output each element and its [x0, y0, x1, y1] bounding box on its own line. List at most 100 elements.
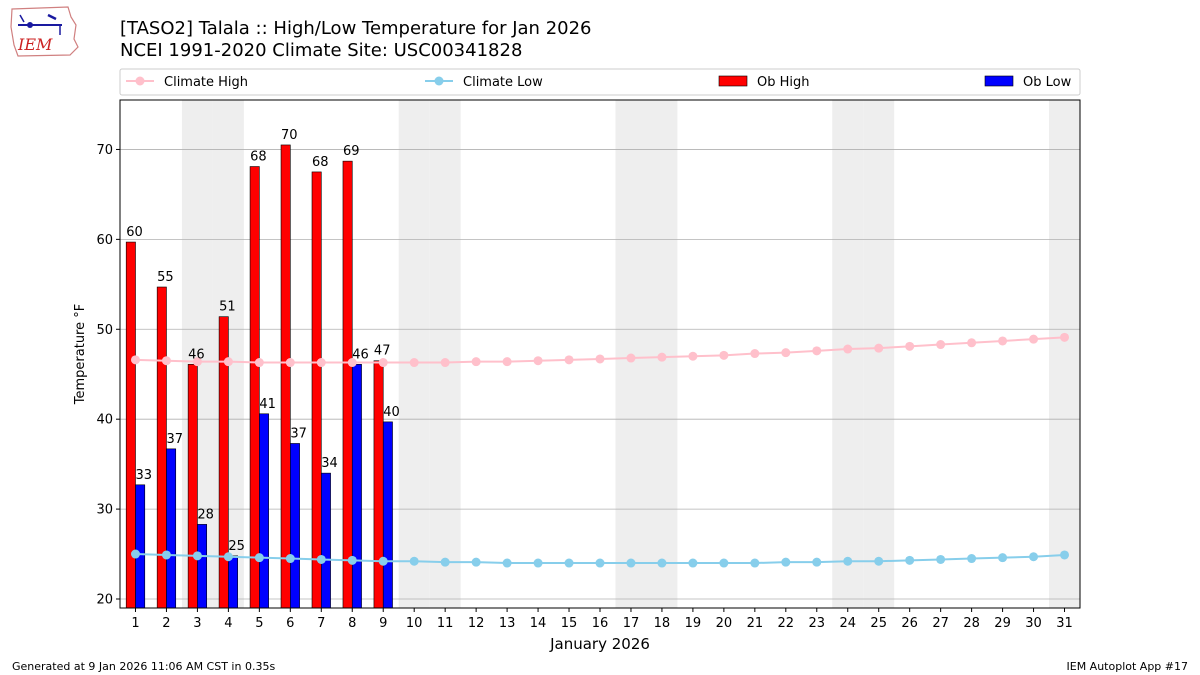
x-tick-label-25: 25: [870, 616, 887, 631]
climate-low-point-10: [409, 556, 419, 566]
ob-low-bar-1: [135, 484, 146, 609]
climate-high-point-5: [254, 358, 264, 368]
climate-high-point-1: [130, 355, 140, 365]
climate-low-point-9: [378, 556, 388, 566]
legend-ob-high-swatch: [718, 75, 748, 87]
climate-high-point-16: [595, 354, 605, 364]
y-tick-label-40: 40: [96, 413, 113, 428]
x-tick-label-1: 1: [131, 616, 139, 631]
ob-low-bar-7: [320, 472, 331, 609]
climate-low-point-4: [223, 552, 233, 562]
legend-climate-high-label: Climate High: [164, 75, 248, 90]
weekend-shade-day-18: [646, 100, 678, 608]
ob-low-bar-9: [382, 421, 393, 609]
legend-climate-low-label: Climate Low: [463, 75, 543, 90]
app-credit: IEM Autoplot App #17: [1066, 660, 1189, 673]
generated-timestamp: Generated at 9 Jan 2026 11:06 AM CST in …: [12, 660, 276, 673]
ob-high-bar-6: [280, 144, 291, 609]
climate-low-point-18: [657, 558, 667, 568]
climate-low-point-11: [440, 557, 450, 567]
x-tick-label-30: 30: [1025, 616, 1042, 631]
climate-high-point-30: [1029, 334, 1039, 344]
x-tick-label-9: 9: [379, 616, 387, 631]
x-tick-label-2: 2: [162, 616, 170, 631]
ob-high-label-1: 60: [126, 225, 143, 240]
ob-high-bar-3: [187, 364, 198, 609]
climate-low-point-24: [843, 556, 853, 566]
climate-low-point-29: [998, 553, 1008, 563]
ob-low-label-7: 34: [321, 456, 338, 471]
x-tick-label-11: 11: [437, 616, 454, 631]
climate-low-point-19: [688, 558, 698, 568]
climate-low-point-12: [471, 557, 481, 567]
climate-low-point-26: [905, 555, 915, 565]
climate-high-point-18: [657, 352, 667, 362]
climate-high-point-23: [812, 346, 822, 356]
ob-low-bar-6: [290, 443, 300, 609]
climate-low-point-16: [595, 558, 605, 568]
weekend-shade-day-17: [615, 100, 647, 608]
climate-low-line: [135, 553, 1065, 565]
legend-climate-low-marker: [434, 76, 444, 86]
ob-low-label-9: 40: [383, 405, 400, 420]
climate-high-point-21: [750, 349, 760, 359]
climate-low-point-15: [564, 558, 574, 568]
ob-high-label-8: 69: [343, 144, 360, 159]
y-tick-label-70: 70: [96, 143, 113, 158]
x-tick-label-14: 14: [530, 616, 547, 631]
climate-high-point-17: [626, 353, 636, 363]
climate-low-point-22: [781, 557, 791, 567]
climate-low-point-6: [285, 554, 295, 564]
x-tick-label-6: 6: [286, 616, 294, 631]
climate-high-point-3: [192, 357, 202, 367]
climate-low-point-21: [750, 558, 760, 568]
weekend-shade-day-31: [1049, 100, 1080, 608]
climate-low-point-23: [812, 557, 822, 567]
ob-low-label-8: 46: [352, 347, 369, 362]
x-tick-label-12: 12: [468, 616, 485, 631]
x-tick-label-23: 23: [809, 616, 826, 631]
climate-high-point-12: [471, 357, 481, 367]
legend-ob-low-swatch: [984, 75, 1014, 87]
climate-low-point-30: [1029, 552, 1039, 562]
ob-high-label-7: 68: [312, 155, 329, 170]
ob-high-label-4: 51: [219, 300, 236, 315]
x-tick-label-20: 20: [716, 616, 733, 631]
x-tick-label-24: 24: [839, 616, 856, 631]
climate-high-point-6: [285, 358, 295, 368]
climate-high-point-4: [223, 357, 233, 367]
ob-high-label-3: 46: [188, 347, 205, 362]
ob-low-bar-3: [197, 524, 208, 609]
x-tick-label-27: 27: [932, 616, 949, 631]
ob-low-bar-2: [166, 448, 177, 609]
x-tick-label-21: 21: [747, 616, 764, 631]
x-axis-label: January 2026: [549, 635, 650, 653]
ob-high-label-2: 55: [157, 270, 174, 285]
ob-high-bar-7: [311, 171, 322, 609]
climate-lines: [130, 332, 1070, 568]
ob-low-label-1: 33: [135, 468, 152, 483]
y-tick-label-50: 50: [96, 323, 113, 338]
climate-high-point-15: [564, 355, 574, 365]
x-tick-label-17: 17: [623, 616, 640, 631]
climate-high-point-28: [967, 338, 977, 348]
weekend-shade-day-3: [181, 100, 213, 608]
ob-low-label-4: 25: [228, 539, 245, 554]
climate-high-point-29: [998, 336, 1008, 346]
ob-low-label-2: 37: [166, 432, 183, 447]
climate-low-point-31: [1060, 550, 1070, 560]
ob-low-bar-4: [228, 555, 238, 609]
climate-low-point-5: [254, 553, 264, 563]
ob-high-label-5: 68: [250, 150, 267, 165]
ob-low-bar-5: [259, 413, 269, 609]
climate-high-point-8: [347, 358, 357, 368]
climate-low-point-27: [936, 554, 946, 564]
logo-text: IEM: [17, 35, 53, 54]
bars: [125, 144, 393, 609]
x-tick-label-10: 10: [406, 616, 423, 631]
climate-high-point-2: [161, 356, 171, 366]
climate-high-point-31: [1060, 332, 1070, 342]
climate-low-point-17: [626, 558, 636, 568]
climate-low-point-14: [533, 558, 543, 568]
